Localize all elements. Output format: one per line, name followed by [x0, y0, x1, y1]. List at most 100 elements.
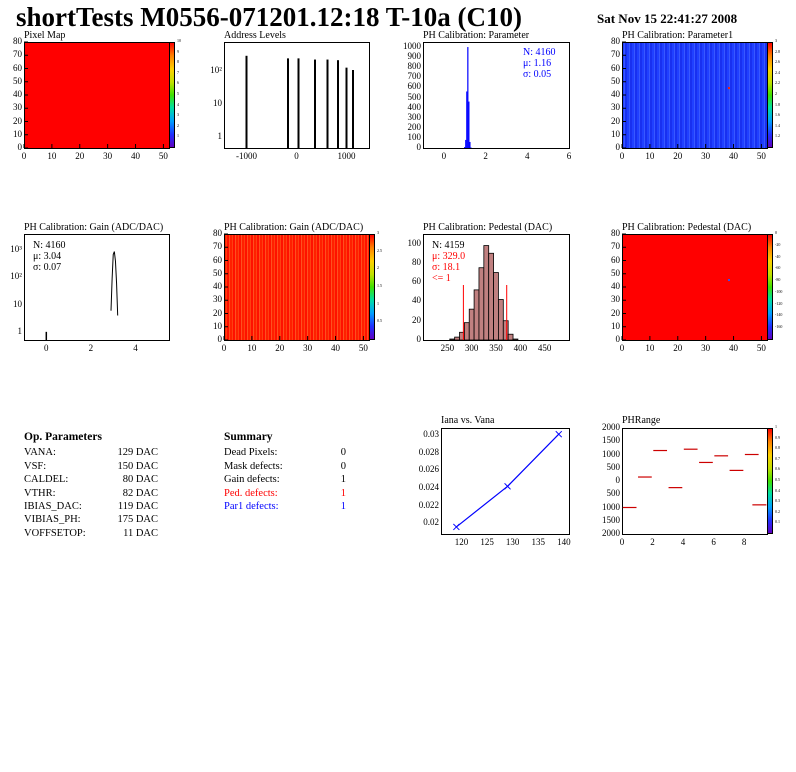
op_parameters-row: CALDEL: 80 DAC [24, 473, 204, 486]
pixel_map-cbar-label: 5 [177, 91, 179, 96]
ped_map-cbar-label: -20 [775, 241, 781, 247]
phrange-cbar-label: 0.5 [775, 477, 780, 482]
gain-hist-ytick: 10³ [10, 244, 22, 255]
ph-param-stats: N: 4160 μ: 1.16 σ: 0.05 [523, 47, 556, 80]
ped-hist-stats: N: 4159 μ: 329.0 σ: 18.1 <= 1 [432, 240, 465, 284]
gain_map-ytick: 80 [213, 228, 222, 238]
ph-param-xtick: 4 [525, 151, 530, 161]
iana-ytick: 0.03 [423, 429, 439, 440]
ped_map-xtick: 50 [756, 343, 766, 353]
ph-param-frame [423, 42, 570, 149]
gain-hist-stats: N: 4160 μ: 3.04 σ: 0.07 [33, 240, 66, 273]
pixel_map-ytick: 0 [17, 142, 23, 152]
pixel_map-xtick: 50 [158, 151, 168, 161]
phrange-cbar-label: 0.7 [775, 455, 780, 461]
gain-hist-ytick: 1 [17, 325, 23, 336]
ph-param-title: PH Calibration: Parameter [423, 30, 530, 41]
gain_map-ytick: 0 [217, 334, 223, 344]
op_parameters-name: VIBIAS_PH: [24, 514, 81, 526]
ph-param-ytick: 600 [407, 81, 422, 92]
phrange-cbar-label: 0.9 [775, 434, 780, 440]
ph_param1-ytick: 10 [611, 128, 620, 139]
address-ytick: 1 [217, 130, 223, 141]
stat-n: N: 4160 [523, 47, 556, 58]
op_parameters-value: 119 DAC [117, 500, 158, 512]
ped-hist-bar [502, 320, 509, 341]
op_parameters-value: 175 DAC [117, 514, 158, 526]
ped-hist-bar [454, 336, 460, 341]
op_parameters-name: VOFFSETOP: [24, 527, 86, 539]
op_parameters-row: VTHR: 82 DAC [24, 487, 204, 500]
stat-n: N: 4160 [33, 240, 66, 251]
phrange-cbar-label: 0.4 [775, 487, 780, 493]
op-parameters-title: Op. Parameters [24, 431, 102, 443]
ped-hist-bar [449, 338, 456, 341]
ped-hist-bar [493, 272, 499, 341]
gain-hist-xtick: 0 [44, 343, 49, 353]
address-xtick: -1000 [236, 151, 257, 161]
gain_map-ytick: 20 [213, 307, 222, 318]
gain_map-xtick: 50 [358, 343, 368, 353]
ph_param1-ytick: 40 [611, 89, 620, 99]
stat-sigma: σ: 0.07 [33, 262, 62, 273]
ped-hist-xtick: 400 [513, 343, 528, 353]
iana-ytick: 0.02 [423, 517, 439, 528]
gain_map-xtick: 30 [303, 343, 313, 353]
ph-param-ytick: 400 [407, 101, 422, 112]
ped-hist-xtick: 350 [489, 343, 503, 353]
op_parameters-row: VIBIAS_PH: 175 DAC [24, 513, 204, 526]
ph_param1-ytick: 0 [615, 142, 621, 152]
summary-name: Gain defects: [224, 474, 280, 486]
pixel_map-cbar-label: 8 [177, 59, 179, 65]
ph_param1-xtick: 20 [673, 151, 683, 161]
summary-value: 1 [340, 487, 346, 499]
op_parameters-name: VTHR: [24, 487, 56, 499]
ped_map-xtick: 0 [619, 343, 625, 353]
stat-n: N: 4159 [432, 240, 465, 251]
gain_map-ytick: 60 [213, 254, 222, 265]
iana-ytick: 0.024 [418, 482, 439, 493]
pixel_map-cbar-label: 2 [177, 122, 179, 128]
phrange-ytick: 2000 [602, 528, 620, 538]
ped_map-hot-pixel [727, 279, 730, 282]
ph-param-ytick: 300 [407, 111, 422, 122]
ped-map-title: PH Calibration: Pedestal (DAC) [622, 222, 752, 233]
ped-hist-bar [498, 299, 504, 341]
ped-hist-xtick: 450 [537, 343, 552, 353]
summary-name: Par1 defects: [224, 500, 279, 512]
summary-name: Dead Pixels: [224, 447, 278, 459]
ped_map-cbar-label: -120 [775, 300, 783, 306]
summary-rows: Dead Pixels: 0 Mask defects: 0 Gain defects:… [224, 446, 404, 513]
ped_map-xtick: 20 [673, 343, 683, 353]
iana-title: Iana vs. Vana [441, 415, 495, 426]
iana-xtick: 135 [531, 537, 546, 547]
pixel_map-ytick: 20 [13, 115, 22, 126]
pixel_map-cbar-label: 1 [177, 133, 179, 139]
ped-hist-ytick: 20 [412, 314, 421, 325]
pixel_map-cbar-label: 3 [177, 112, 179, 118]
ped-hist-bar [507, 333, 514, 341]
ph_param1-cbar-label: 2.6 [775, 59, 780, 65]
gain_map-ytick: 10 [213, 320, 222, 331]
phrange-title: PHRange [622, 415, 661, 426]
pixel-map-fill [24, 42, 169, 148]
stat-mean: μ: 329.0 [432, 251, 466, 262]
gain_map-ytick: 50 [213, 267, 222, 278]
summary-row: Dead Pixels: 0 [224, 446, 404, 459]
ph_param1-ytick: 50 [611, 75, 620, 86]
address-ytick: 10² [210, 65, 222, 76]
ped-hist-bar [483, 245, 490, 341]
summary-row: Par1 defects: 1 [224, 500, 404, 513]
gain-hist-ytick: 10² [10, 271, 22, 282]
gain_map-ytick: 40 [213, 281, 222, 291]
ped-hist-ytick: 100 [407, 237, 422, 248]
ped_map-ytick: 10 [611, 320, 620, 331]
pixel-map-title: Pixel Map [24, 30, 66, 41]
phrange-ytick: 0 [615, 475, 621, 485]
pixel_map-xtick: 20 [75, 151, 85, 161]
ph_param1-ytick: 60 [611, 62, 620, 73]
pixel_map-xtick: 0 [21, 151, 27, 161]
summary-value: 1 [340, 500, 346, 512]
ph-param-xtick: 2 [483, 151, 488, 161]
